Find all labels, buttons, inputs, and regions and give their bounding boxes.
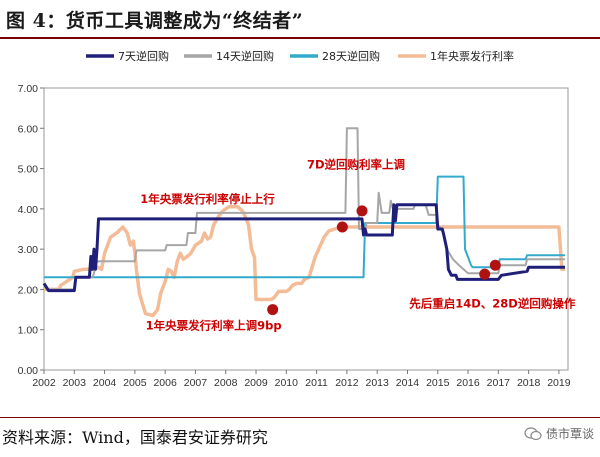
annotation-0: 1年央票发行利率停止上行: [140, 192, 275, 206]
series-line-3: [44, 205, 565, 318]
line-chart: 7天逆回购 14天逆回购 28天逆回购 1年央票发行利率 0.00 1.00 2.00 3.…: [18, 49, 576, 389]
x-tick-label-6: 2008: [214, 377, 238, 389]
x-tick-label-3: 2005: [123, 377, 147, 389]
wechat-icon: [524, 426, 542, 440]
chart-markers: [267, 205, 501, 316]
chart-series: [42, 127, 565, 318]
x-tick-label-2: 2004: [93, 377, 117, 389]
plot-frame: [43, 87, 569, 371]
y-tick-label-2: 2.00: [18, 284, 39, 296]
event-marker-1: [336, 221, 348, 233]
x-tick-label-1: 2003: [63, 377, 87, 389]
legend-label-0: 7天逆回购: [118, 49, 169, 63]
legend-label-3: 1年央票发行利率: [430, 49, 514, 63]
x-tick-label-4: 2006: [153, 377, 177, 389]
annotation-1: 7D逆回购利率上调: [307, 158, 405, 172]
event-marker-2: [356, 205, 368, 217]
watermark: 债市覃谈: [524, 425, 594, 442]
annotation-2: 1年央票发行利率上调9bp: [146, 319, 282, 333]
x-tick-label-13: 2015: [426, 377, 450, 389]
y-tick-label-1: 1.00: [18, 325, 39, 337]
x-tick-label-16: 2018: [517, 377, 541, 389]
series-line-0: [42, 203, 565, 293]
legend-label-2: 28天逆回购: [322, 49, 380, 63]
chart-annotations: 1年央票发行利率停止上行 7D逆回购利率上调 1年央票发行利率上调9bp 先后重启14…: [140, 158, 576, 333]
x-tick-label-8: 2010: [275, 377, 299, 389]
y-tick-label-6: 6.00: [18, 123, 39, 135]
y-tick-label-7: 7.00: [18, 83, 39, 95]
event-marker-0: [267, 304, 279, 316]
figure-title: 图 4：货币工具调整成为“终结者”: [6, 10, 304, 32]
x-tick-label-15: 2017: [487, 377, 511, 389]
x-tick-label-0: 2002: [32, 377, 56, 389]
series-line-1: [43, 127, 565, 291]
chart-legend: 7天逆回购 14天逆回购 28天逆回购 1年央票发行利率: [86, 49, 514, 63]
x-tick-label-5: 2007: [184, 377, 208, 389]
legend-label-1: 14天逆回购: [216, 49, 274, 63]
event-marker-4: [489, 259, 501, 271]
x-tick-label-12: 2014: [396, 377, 420, 389]
x-tick-label-10: 2012: [335, 377, 359, 389]
bottom-rule: [0, 417, 600, 418]
x-tick-label-9: 2011: [305, 377, 328, 389]
y-tick-label-0: 0.00: [18, 365, 39, 377]
chart-axes: 0.00 1.00 2.00 3.00 4.00 5.00 6.00 7.00 2002 2003…: [18, 83, 571, 389]
x-tick-label-17: 2019: [547, 377, 571, 389]
title-rule: [0, 37, 600, 39]
event-marker-3: [479, 268, 491, 280]
x-tick-label-7: 2009: [244, 377, 268, 389]
y-tick-label-5: 5.00: [18, 164, 39, 176]
x-tick-label-14: 2016: [456, 377, 480, 389]
source-note: 资料来源：Wind，国泰君安证券研究: [2, 428, 268, 447]
x-tick-label-11: 2013: [365, 377, 389, 389]
y-tick-label-3: 3.00: [18, 244, 39, 256]
y-tick-label-4: 4.00: [18, 204, 39, 216]
annotation-3: 先后重启14D、28D逆回购操作: [409, 297, 576, 311]
watermark-text: 债市覃谈: [545, 427, 594, 441]
